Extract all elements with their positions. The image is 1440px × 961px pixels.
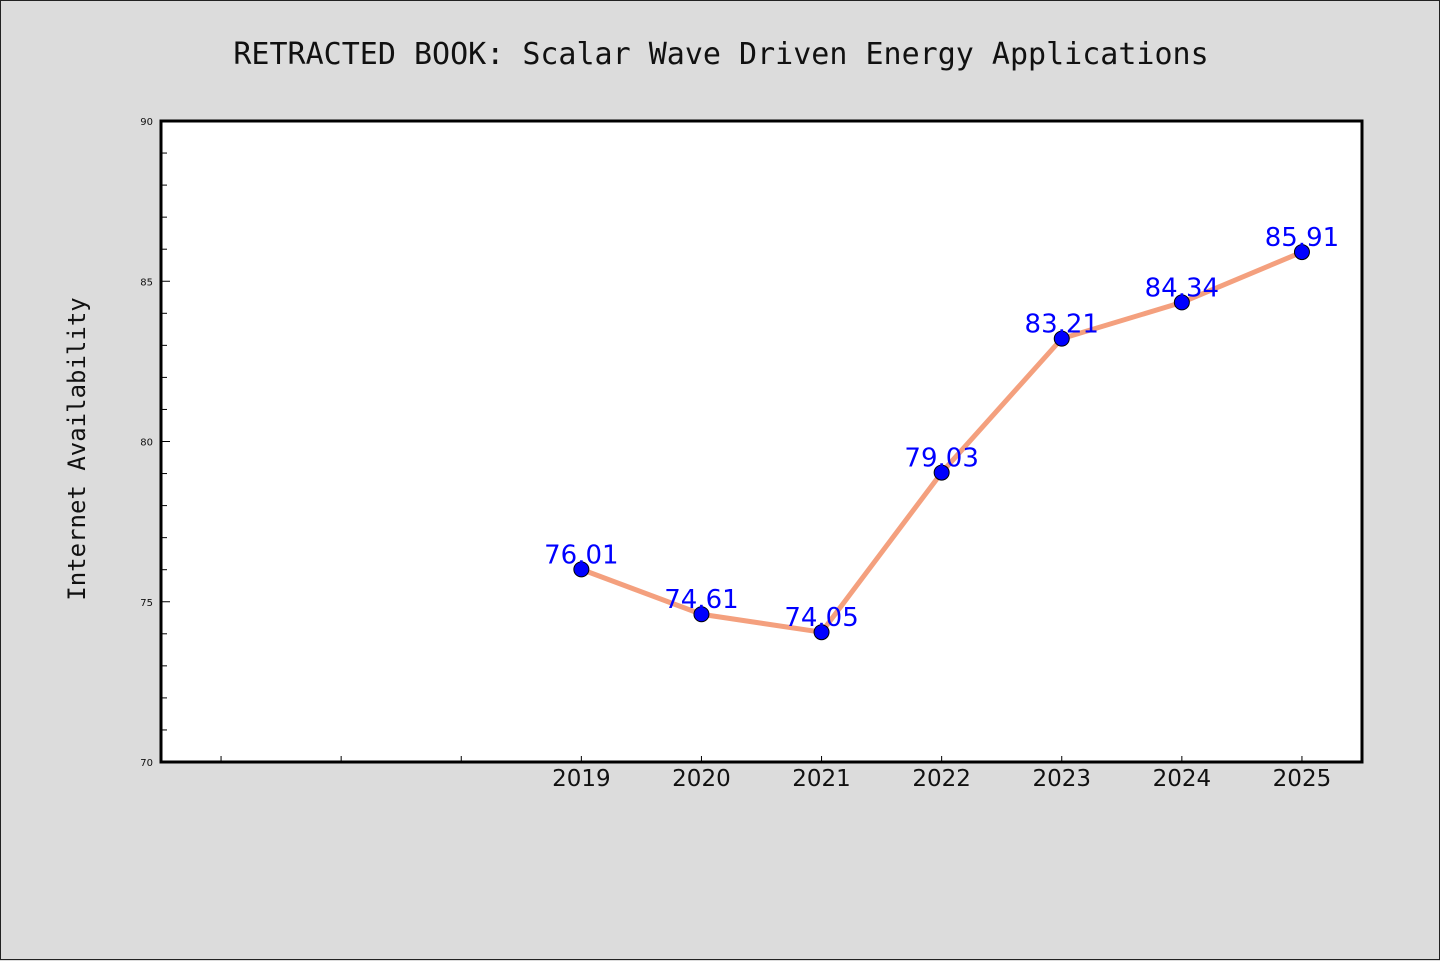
x-tick-label: 2024 (1153, 766, 1212, 792)
data-label: 76.01 (544, 540, 618, 570)
data-point (933, 464, 950, 481)
y-tick-label: 80 (140, 438, 153, 449)
series-group: 76.01 74.61 74.05 79.03 83.21 84.34 85.91 (544, 223, 1339, 641)
data-label: 83.21 (1025, 310, 1099, 340)
x-tick-label: 2022 (912, 766, 971, 792)
data-point (693, 606, 710, 623)
plot-border (159, 119, 1364, 764)
x-tick-label: 2021 (792, 766, 851, 792)
x-tick-label: 2025 (1273, 766, 1332, 792)
y-tick-label: 90 (140, 117, 153, 128)
data-label: 84.34 (1145, 273, 1219, 303)
y-tick-label: 70 (140, 758, 153, 769)
plot-area (161, 121, 1362, 762)
data-point (1173, 294, 1190, 311)
y-tick-label: 85 (140, 277, 153, 288)
data-label: 74.05 (784, 603, 858, 633)
data-label: 85.91 (1265, 223, 1339, 253)
x-tick-label: 2020 (672, 766, 731, 792)
axis-ticks: 70 75 80 85 90 2019 2020 2021 2022 2023 2024 2025 (140, 117, 1331, 792)
data-label: 79.03 (904, 444, 978, 474)
y-axis-label: Internet Availability (63, 297, 91, 600)
x-tick-label: 2023 (1032, 766, 1091, 792)
data-point (1293, 244, 1310, 261)
data-point (813, 624, 830, 641)
data-point (1053, 330, 1070, 347)
data-point (573, 561, 590, 578)
y-tick-label: 75 (140, 598, 153, 609)
chart-title: RETRACTED BOOK: Scalar Wave Driven Energ… (233, 37, 1208, 72)
data-label: 74.61 (664, 585, 738, 615)
x-tick-label: 2019 (552, 766, 611, 792)
